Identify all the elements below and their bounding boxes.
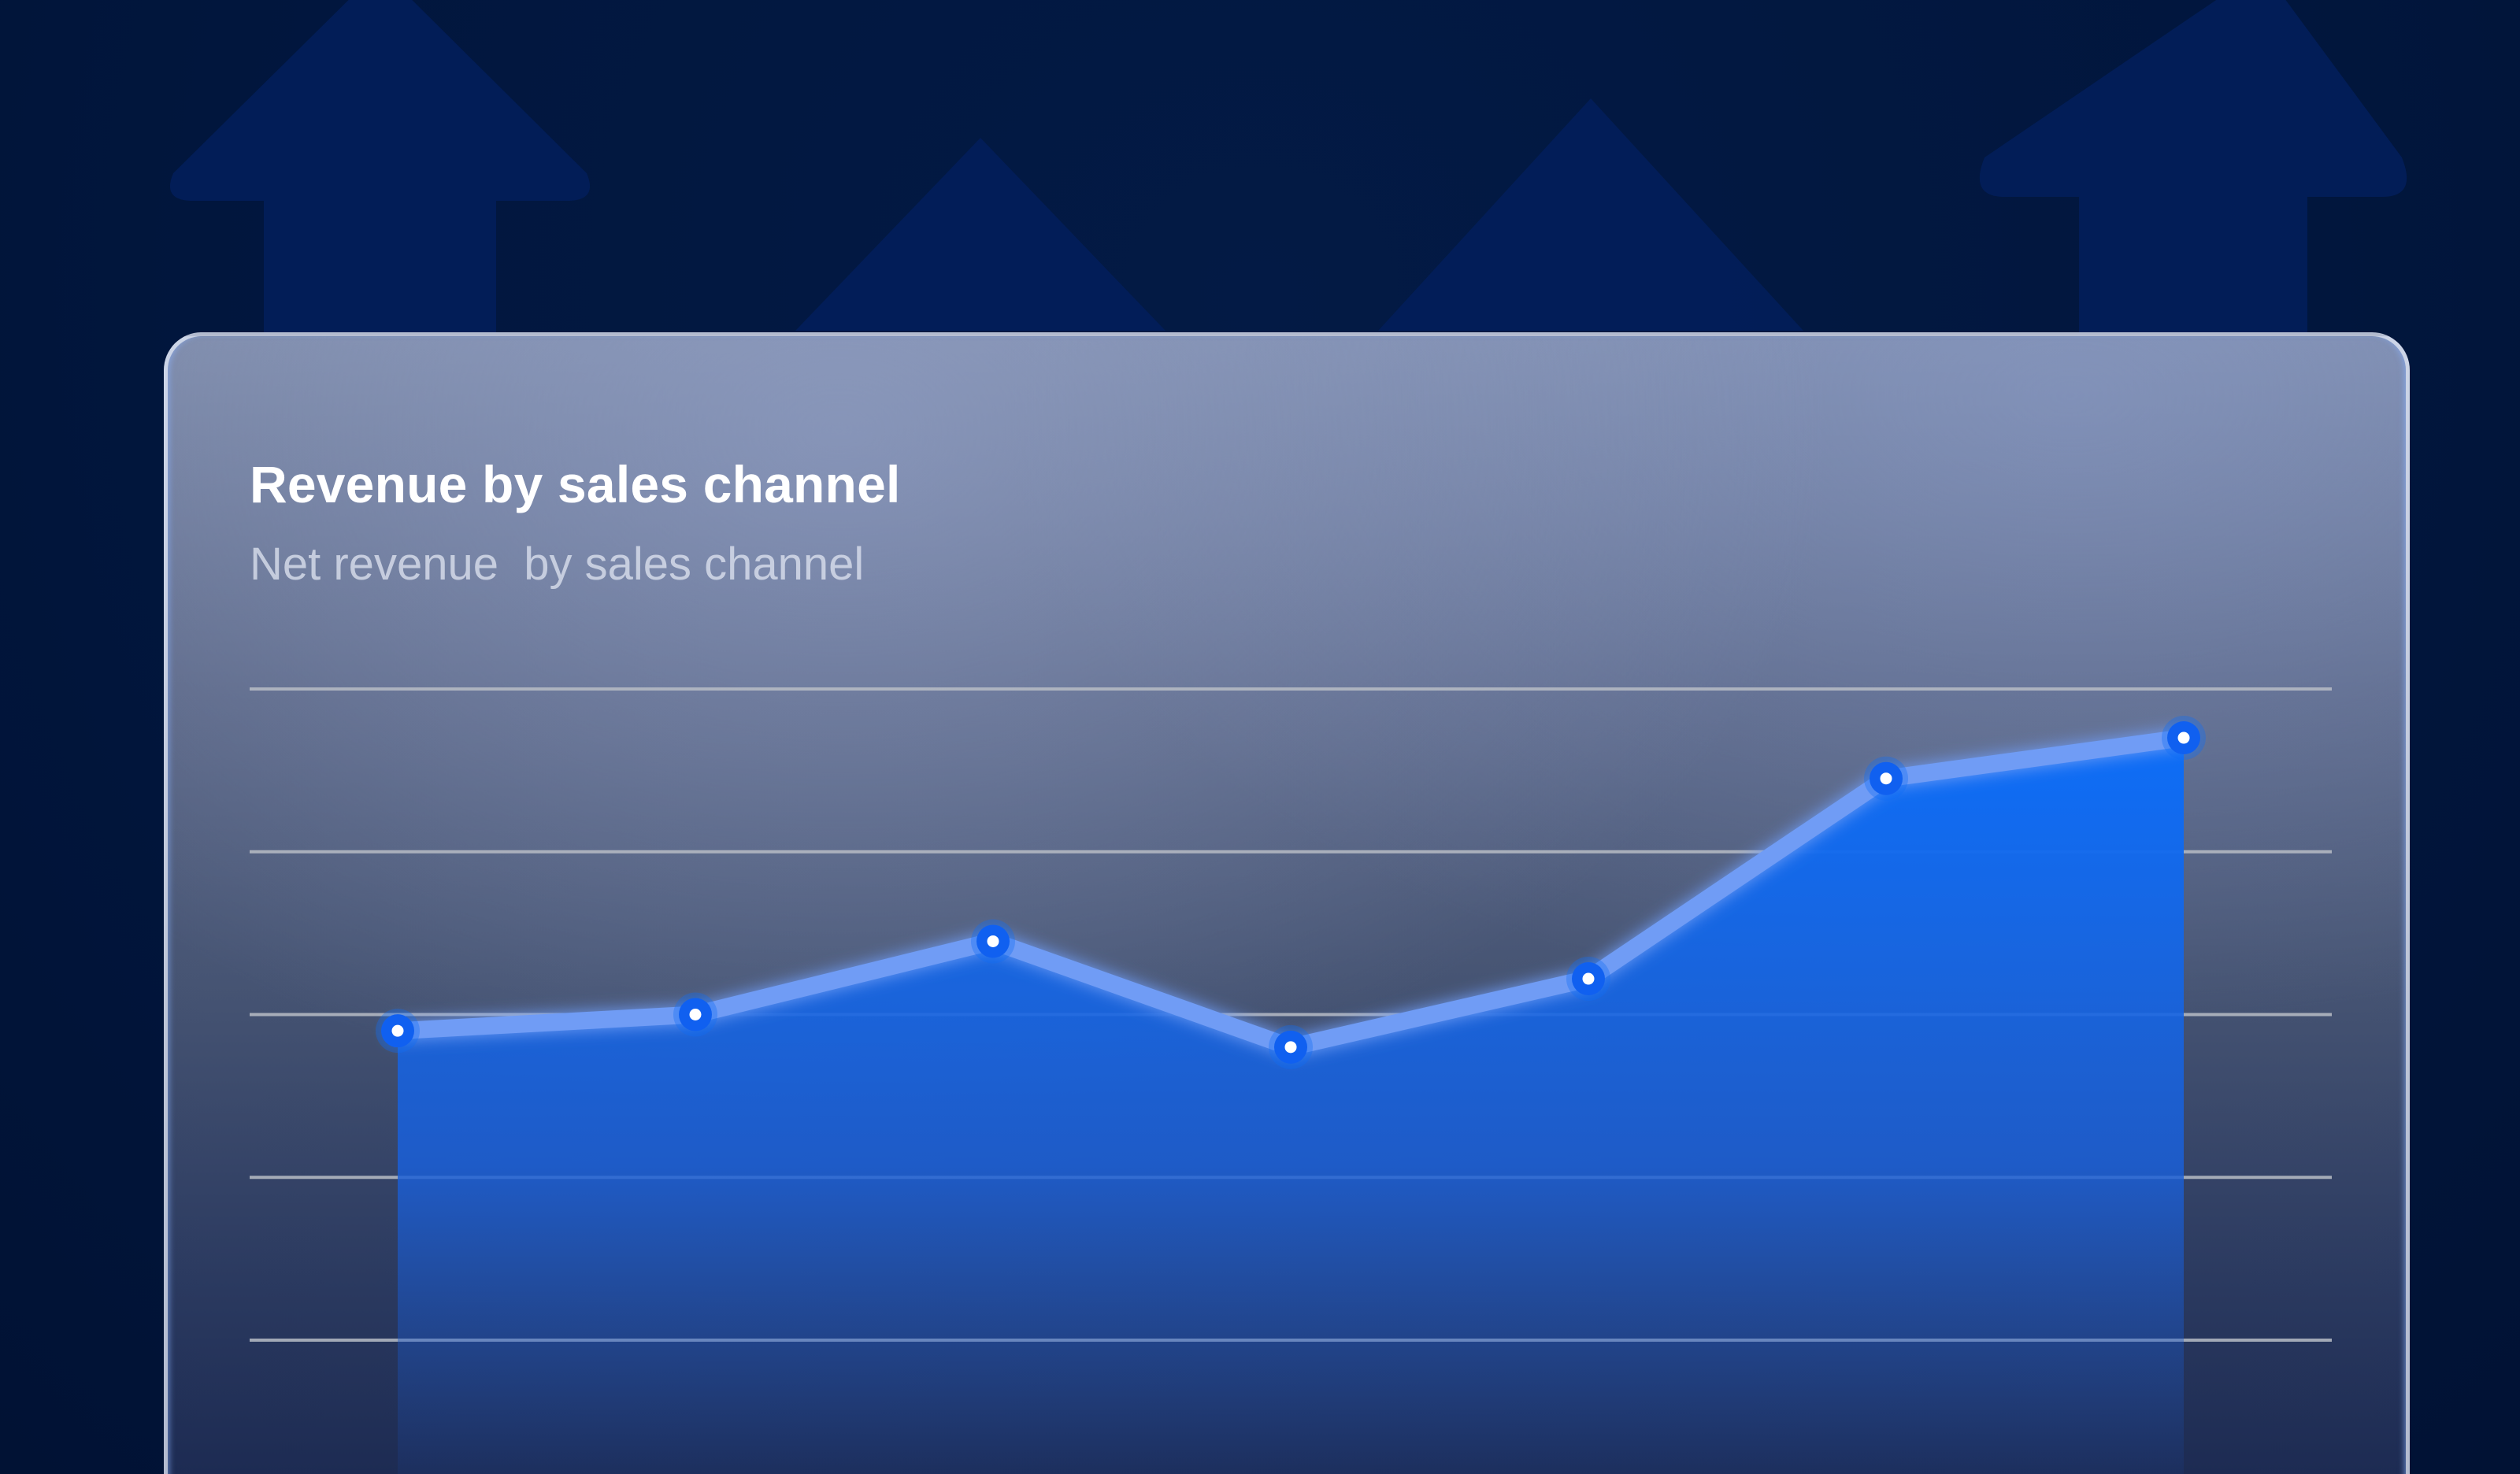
area-fill bbox=[398, 738, 2184, 1474]
data-point bbox=[673, 992, 717, 1037]
data-point bbox=[1269, 1024, 1313, 1069]
arrow-up-icon bbox=[170, 0, 590, 339]
data-point bbox=[2162, 716, 2206, 761]
data-point bbox=[376, 1009, 420, 1054]
arrow-up-icon bbox=[1979, 0, 2407, 339]
data-point bbox=[1566, 957, 1610, 1002]
area-fill-shape bbox=[398, 738, 2184, 1474]
chart-title: Revenue by sales channel bbox=[250, 455, 901, 513]
chart-card: Revenue by sales channel Net revenue by … bbox=[164, 332, 2410, 1474]
line-chart bbox=[250, 687, 2332, 1474]
data-point bbox=[971, 919, 1015, 964]
arrow-up-icon bbox=[1378, 98, 1803, 331]
data-points bbox=[376, 716, 2206, 1069]
data-point bbox=[1864, 756, 1908, 801]
arrow-up-icon bbox=[795, 138, 1166, 331]
chart-subtitle: Net revenue by sales channel bbox=[250, 539, 865, 590]
